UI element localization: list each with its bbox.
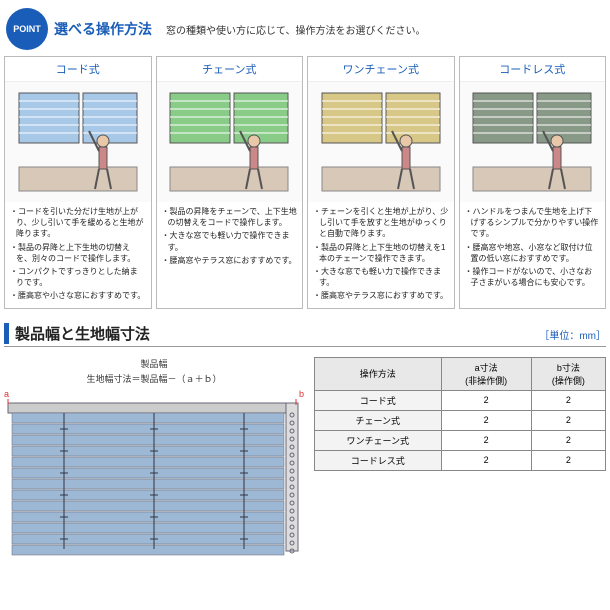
- table-row: コード式22: [315, 390, 606, 410]
- methods-grid: コード式 コードを引いた分だけ生地が上がり、少し引いて手を緩めると生地が降ります…: [0, 56, 610, 309]
- product-width-label: 製品幅: [4, 357, 304, 370]
- table-cell: 2: [441, 450, 531, 470]
- dim-b-label: b: [299, 389, 304, 399]
- method-desc-item: 操作コードがないので、小さなお子さまがいる場合にも安心です。: [465, 266, 601, 288]
- method-illustration: [5, 82, 151, 202]
- method-desc-item: ハンドルをつまんで生地を上げ下げするシンプルで分かりやすい操作です。: [465, 206, 601, 240]
- table-cell: コード式: [315, 390, 442, 410]
- method-desc-item: 大きな窓でも軽い力で操作できます。: [313, 266, 449, 288]
- method-card: コードレス式 ハンドルをつまんで生地を上げ下げするシンプルで分かりやすい操作です…: [459, 56, 607, 309]
- method-desc-item: 腰高窓や地窓、小窓など取付け位置の低い窓におすすめです。: [465, 242, 601, 264]
- dimensions-table: 操作方法a寸法(非操作側)b寸法(操作側) コード式22チェーン式22ワンチェー…: [314, 357, 606, 471]
- table-cell: 2: [441, 430, 531, 450]
- dim-a-label: a: [4, 389, 9, 399]
- table-cell: 2: [441, 390, 531, 410]
- method-desc-item: 大きな窓でも軽い力で操作できます。: [162, 230, 298, 252]
- table-cell: チェーン式: [315, 410, 442, 430]
- table-header-cell: 操作方法: [315, 357, 442, 390]
- width-diagram: 製品幅 生地幅寸法＝製品幅－（ａ＋ｂ） a b: [4, 357, 304, 564]
- method-title: ワンチェーン式: [308, 57, 454, 82]
- method-illustration: [157, 82, 303, 202]
- method-desc-item: 製品の昇降をチェーンで、上下生地の切替えをコードで操作します。: [162, 206, 298, 228]
- section-unit: ［単位：mm］: [539, 327, 606, 342]
- method-title: コードレス式: [460, 57, 606, 82]
- blind-illustration: [4, 399, 304, 559]
- method-desc-item: コンパクトですっきりとした納まりです。: [10, 266, 146, 288]
- point-header: POINT 選べる操作方法 窓の種類や使い方に応じて、操作方法をお選びください。: [0, 0, 610, 56]
- table-cell: ワンチェーン式: [315, 430, 442, 450]
- point-title: 選べる操作方法: [54, 19, 152, 39]
- table-cell: 2: [531, 450, 605, 470]
- point-subtitle: 窓の種類や使い方に応じて、操作方法をお選びください。: [166, 22, 426, 37]
- method-desc-item: チェーンを引くと生地が上がり、少し引いて手を放すと生地がゆっくりと自動で降ります…: [313, 206, 449, 240]
- method-desc-item: コードを引いた分だけ生地が上がり、少し引いて手を緩めると生地が降ります。: [10, 206, 146, 240]
- point-badge: POINT: [6, 8, 48, 50]
- dimensions-section: 製品幅と生地幅寸法 ［単位：mm］ 製品幅 生地幅寸法＝製品幅－（ａ＋ｂ） a …: [0, 323, 610, 564]
- section-title: 製品幅と生地幅寸法: [4, 323, 150, 344]
- method-desc-item: 製品の昇降と上下生地の切替えを、別々のコードで操作します。: [10, 242, 146, 264]
- method-title: チェーン式: [157, 57, 303, 82]
- fabric-formula: 生地幅寸法＝製品幅－（ａ＋ｂ）: [4, 372, 304, 385]
- method-title: コード式: [5, 57, 151, 82]
- method-desc-item: 腰高窓やテラス窓におすすめです。: [313, 290, 449, 301]
- table-cell: 2: [531, 410, 605, 430]
- table-row: ワンチェーン式22: [315, 430, 606, 450]
- method-desc: コードを引いた分だけ生地が上がり、少し引いて手を緩めると生地が降ります。製品の昇…: [5, 202, 151, 308]
- method-desc: ハンドルをつまんで生地を上げ下げするシンプルで分かりやすい操作です。腰高窓や地窓…: [460, 202, 606, 308]
- method-desc-item: 腰高窓やテラス窓におすすめです。: [162, 255, 298, 266]
- table-header-cell: b寸法(操作側): [531, 357, 605, 390]
- table-cell: コードレス式: [315, 450, 442, 470]
- table-cell: 2: [531, 430, 605, 450]
- table-row: チェーン式22: [315, 410, 606, 430]
- method-card: チェーン式 製品の昇降をチェーンで、上下生地の切替えをコードで操作します。大きな…: [156, 56, 304, 309]
- method-illustration: [308, 82, 454, 202]
- method-desc: 製品の昇降をチェーンで、上下生地の切替えをコードで操作します。大きな窓でも軽い力…: [157, 202, 303, 308]
- table-body: コード式22チェーン式22ワンチェーン式22コードレス式22: [315, 390, 606, 470]
- table-row: コードレス式22: [315, 450, 606, 470]
- table-cell: 2: [441, 410, 531, 430]
- method-card: ワンチェーン式 チェーンを引くと生地が上がり、少し引いて手を放すと生地がゆっくり…: [307, 56, 455, 309]
- method-desc: チェーンを引くと生地が上がり、少し引いて手を放すと生地がゆっくりと自動で降ります…: [308, 202, 454, 308]
- method-card: コード式 コードを引いた分だけ生地が上がり、少し引いて手を緩めると生地が降ります…: [4, 56, 152, 309]
- method-desc-item: 製品の昇降と上下生地の切替えを1本のチェーンで操作できます。: [313, 242, 449, 264]
- table-cell: 2: [531, 390, 605, 410]
- method-illustration: [460, 82, 606, 202]
- table-header-cell: a寸法(非操作側): [441, 357, 531, 390]
- table-head-row: 操作方法a寸法(非操作側)b寸法(操作側): [315, 357, 606, 390]
- method-desc-item: 腰高窓や小さな窓におすすめです。: [10, 290, 146, 301]
